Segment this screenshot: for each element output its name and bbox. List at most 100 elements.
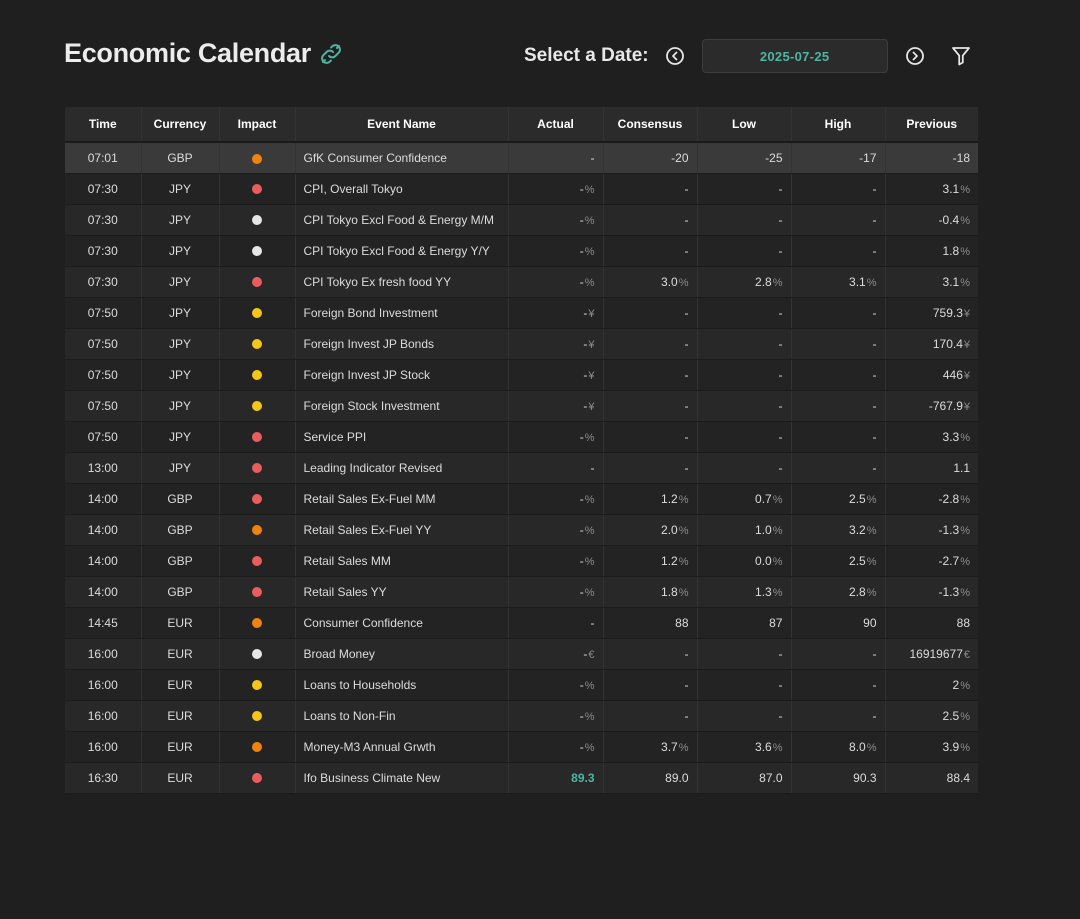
filter-icon[interactable]: [950, 45, 972, 67]
previous-value: -2.8: [938, 491, 960, 506]
impact-high-dot-icon: [252, 587, 262, 598]
chevron-right-circle-icon[interactable]: [905, 46, 925, 66]
table-row[interactable]: 14:00 GBP Retail Sales Ex-Fuel MM -% 1.2% 0.7…: [65, 483, 978, 515]
column-header[interactable]: Previous: [885, 107, 978, 143]
page-title: Economic Calendar: [64, 38, 343, 69]
low-cell: -: [697, 359, 792, 391]
table-row[interactable]: 16:00 EUR Loans to Households -% - - -2%: [65, 669, 978, 701]
table-row[interactable]: 14:45 EUR Consumer Confidence - 88 87 90 88: [65, 607, 978, 639]
low-cell: 87.0: [697, 762, 792, 794]
column-header[interactable]: Time: [65, 107, 142, 143]
column-header[interactable]: Consensus: [603, 107, 698, 143]
column-header[interactable]: Impact: [219, 107, 296, 143]
actual-unit: %: [584, 245, 595, 258]
actual-value: -: [583, 367, 588, 382]
currency-cell: GBP: [141, 142, 220, 174]
actual-value: -: [579, 553, 584, 568]
consensus-unit: %: [678, 586, 689, 599]
previous-cell: -0.4%: [885, 204, 978, 236]
low-cell: -: [697, 669, 792, 701]
impact-high-dot-icon: [252, 556, 262, 567]
high-value: -: [872, 243, 877, 258]
consensus-cell: 3.7%: [603, 731, 698, 763]
table-row[interactable]: 07:30 JPY CPI Tokyo Excl Food & Energy M/M…: [65, 204, 978, 236]
event-name-cell: GfK Consumer Confidence: [295, 142, 509, 174]
table-row[interactable]: 07:50 JPY Foreign Bond Investment -¥ - - -759.…: [65, 297, 978, 329]
column-header[interactable]: Low: [697, 107, 792, 143]
previous-cell: 3.1%: [885, 266, 978, 298]
high-cell: 3.2%: [791, 514, 886, 546]
impact-none-dot-icon: [252, 246, 262, 257]
actual-value: -: [590, 615, 595, 630]
actual-unit: %: [584, 741, 595, 754]
high-unit: %: [866, 555, 877, 568]
impact-medium-dot-icon: [252, 525, 262, 536]
high-value: 3.2: [849, 522, 866, 537]
table-row[interactable]: 07:01 GBP GfK Consumer Confidence - -20 -25 -1…: [65, 142, 978, 174]
previous-unit: %: [960, 276, 970, 289]
event-name-cell: Foreign Invest JP Bonds: [295, 328, 509, 360]
column-header[interactable]: Actual: [508, 107, 604, 143]
consensus-cell: 2.0%: [603, 514, 698, 546]
previous-cell: 88.4: [885, 762, 978, 794]
low-cell: -25: [697, 142, 792, 174]
table-row[interactable]: 07:30 JPY CPI Tokyo Ex fresh food YY -% 3.0%…: [65, 266, 978, 298]
table-row[interactable]: 14:00 GBP Retail Sales YY -% 1.8% 1.3% 2.8% -1.…: [65, 576, 978, 608]
previous-value: 88.4: [946, 770, 970, 785]
low-value: 3.6: [755, 739, 772, 754]
event-name-cell: Foreign Stock Investment: [295, 390, 509, 422]
impact-cell: [219, 173, 296, 205]
column-header[interactable]: Currency: [141, 107, 220, 143]
consensus-value: -: [684, 398, 689, 413]
table-row[interactable]: 07:50 JPY Service PPI -% - - -3.3%: [65, 421, 978, 453]
previous-unit: ¥: [963, 307, 970, 320]
time-cell: 07:50: [65, 390, 142, 422]
currency-cell: JPY: [141, 204, 220, 236]
consensus-value: -: [684, 336, 689, 351]
actual-value: -: [579, 584, 584, 599]
event-name-cell: CPI, Overall Tokyo: [295, 173, 509, 205]
consensus-cell: 1.2%: [603, 545, 698, 577]
table-row[interactable]: 07:30 JPY CPI Tokyo Excl Food & Energy Y/Y…: [65, 235, 978, 267]
previous-unit: %: [960, 586, 970, 599]
previous-unit: %: [960, 245, 970, 258]
low-cell: 0.0%: [697, 545, 792, 577]
chevron-left-circle-icon[interactable]: [665, 46, 685, 66]
table-row[interactable]: 16:00 EUR Loans to Non-Fin -% - - -2.5%: [65, 700, 978, 732]
currency-cell: EUR: [141, 638, 220, 670]
high-cell: 2.8%: [791, 576, 886, 608]
table-row[interactable]: 16:00 EUR Money-M3 Annual Grwth -% 3.7% 3.6% 8…: [65, 731, 978, 763]
column-header[interactable]: High: [791, 107, 886, 143]
table-row[interactable]: 07:30 JPY CPI, Overall Tokyo -% - - -3.1%: [65, 173, 978, 205]
consensus-cell: 89.0: [603, 762, 698, 794]
actual-unit: ¥: [588, 369, 595, 382]
table-row[interactable]: 14:00 GBP Retail Sales MM -% 1.2% 0.0% 2.5% -2.…: [65, 545, 978, 577]
table-row[interactable]: 14:00 GBP Retail Sales Ex-Fuel YY -% 2.0% 1.0…: [65, 514, 978, 546]
table-row[interactable]: 13:00 JPY Leading Indicator Revised - - - - 1.1: [65, 452, 978, 484]
table-row[interactable]: 07:50 JPY Foreign Invest JP Bonds -¥ - - -170.…: [65, 328, 978, 360]
table-row[interactable]: 07:50 JPY Foreign Invest JP Stock -¥ - - -446¥: [65, 359, 978, 391]
low-value: 87: [769, 615, 783, 630]
impact-medium-dot-icon: [252, 153, 262, 164]
low-unit: %: [772, 276, 783, 289]
impact-cell: [219, 297, 296, 329]
table-row[interactable]: 16:00 EUR Broad Money -€ - - -16919677€: [65, 638, 978, 670]
event-name-cell: CPI Tokyo Excl Food & Energy Y/Y: [295, 235, 509, 267]
high-unit: %: [866, 524, 877, 537]
previous-value: 88: [956, 615, 970, 630]
consensus-cell: -: [603, 204, 698, 236]
date-input[interactable]: [701, 39, 888, 73]
consensus-value: 89.0: [665, 770, 689, 785]
consensus-value: -: [684, 429, 689, 444]
high-cell: -: [791, 421, 886, 453]
high-cell: -: [791, 452, 886, 484]
low-cell: 2.8%: [697, 266, 792, 298]
consensus-cell: 88: [603, 607, 698, 639]
low-value: -: [778, 181, 783, 196]
currency-cell: GBP: [141, 576, 220, 608]
column-header[interactable]: Event Name: [295, 107, 509, 143]
previous-value: -1.3: [938, 584, 960, 599]
table-row[interactable]: 07:50 JPY Foreign Stock Investment -¥ - - - -76…: [65, 390, 978, 422]
table-row[interactable]: 16:30 EUR Ifo Business Climate New 89.3 89.0…: [65, 762, 978, 794]
low-cell: 87: [697, 607, 792, 639]
